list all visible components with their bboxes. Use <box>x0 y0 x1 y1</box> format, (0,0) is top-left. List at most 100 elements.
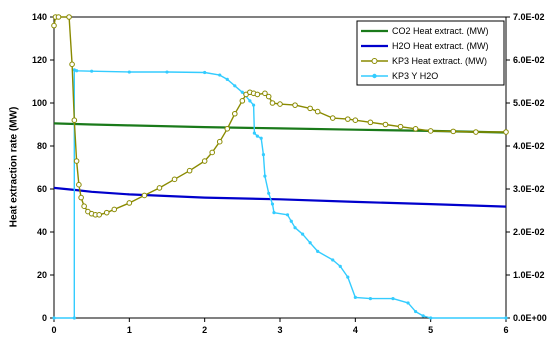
data-point <box>272 211 276 215</box>
data-point <box>232 110 238 117</box>
y-left-tick-label: 20 <box>37 270 47 280</box>
data-point <box>248 99 252 103</box>
data-point <box>156 185 163 191</box>
data-point <box>427 128 434 134</box>
data-point <box>406 301 410 305</box>
data-point <box>201 158 208 164</box>
y-right-tick-label: 6.0E-02 <box>513 55 545 65</box>
data-point <box>329 115 336 121</box>
data-point <box>331 258 335 262</box>
data-point <box>66 14 72 20</box>
data-point <box>75 69 79 73</box>
legend-marker <box>372 73 377 79</box>
y-right-tick-label: 4.0E-02 <box>513 141 545 151</box>
data-point <box>103 209 110 216</box>
data-point <box>353 295 357 299</box>
data-point <box>263 174 267 178</box>
data-point <box>293 226 297 230</box>
data-point <box>252 103 256 107</box>
series-layer <box>51 14 509 320</box>
data-point <box>316 249 320 253</box>
x-tick-label: 5 <box>428 325 433 335</box>
data-point <box>265 93 272 100</box>
data-point <box>90 69 94 73</box>
data-point <box>285 213 290 217</box>
data-point <box>51 22 57 29</box>
data-point <box>352 117 359 123</box>
data-point <box>186 167 193 174</box>
data-point <box>55 14 62 20</box>
data-point <box>239 98 246 104</box>
y-right-tick-label: 7.0E-02 <box>513 12 545 22</box>
data-point <box>292 102 298 108</box>
data-point <box>71 117 78 123</box>
y-right-tick-label: 1.0E-02 <box>513 270 545 280</box>
legend-label: KP3 Heat extract. (MW) <box>392 56 487 66</box>
ticks-layer: 0 1 2 3 4 5 60204060801001201400.0E+001.0E-022… <box>32 12 547 335</box>
legend-label: H2O Heat extract. (MW) <box>392 41 489 51</box>
data-point <box>262 90 268 97</box>
data-point <box>289 219 293 223</box>
data-point <box>346 275 350 279</box>
data-point <box>78 194 84 201</box>
data-point <box>367 119 374 126</box>
data-point <box>165 70 169 74</box>
data-point <box>218 73 222 77</box>
data-point <box>338 264 342 268</box>
series-2 <box>51 14 509 218</box>
legend-entry: KP3 Y H2O <box>361 71 438 81</box>
data-point <box>504 316 508 320</box>
data-point <box>391 297 395 301</box>
y-right-tick-label: 0.0E+00 <box>513 313 547 323</box>
x-tick-label: 1 <box>127 325 132 335</box>
data-point <box>240 90 244 94</box>
data-point <box>255 134 259 138</box>
data-point <box>345 116 351 122</box>
data-point <box>233 84 237 88</box>
y-axis-label: Heat extraction rate (MW) <box>9 107 20 228</box>
data-point <box>412 126 419 132</box>
data-point <box>267 191 271 195</box>
data-point <box>368 297 372 301</box>
y-right-tick-label: 5.0E-02 <box>513 98 545 108</box>
data-point <box>277 101 283 107</box>
data-point <box>69 61 75 68</box>
legend-label: KP3 Y H2O <box>392 71 438 81</box>
y-left-tick-label: 60 <box>37 184 47 194</box>
legend-items: CO2 Heat extract. (MW) H2O Heat extract. … <box>361 26 489 81</box>
x-tick-label: 2 <box>202 325 207 335</box>
data-point <box>397 123 404 130</box>
legend-marker <box>371 58 378 64</box>
data-point <box>111 206 118 213</box>
data-point <box>141 192 148 199</box>
data-point <box>382 121 389 128</box>
data-point <box>76 181 82 188</box>
data-point <box>127 70 131 74</box>
data-point <box>301 232 305 236</box>
y-right-tick-label: 2.0E-02 <box>513 227 545 237</box>
x-tick-label: 3 <box>277 325 282 335</box>
legend: CO2 Heat extract. (MW) H2O Heat extract. … <box>356 20 505 86</box>
data-point <box>96 212 102 218</box>
y-left-tick-label: 80 <box>37 141 47 151</box>
y-right-tick-label: 3.0E-02 <box>513 184 545 194</box>
y-left-tick-label: 120 <box>32 55 47 65</box>
y-left-tick-label: 40 <box>37 227 47 237</box>
legend-entry: H2O Heat extract. (MW) <box>361 41 489 51</box>
data-point <box>72 316 76 320</box>
x-tick-label: 0 <box>51 325 56 335</box>
data-point <box>73 158 80 164</box>
x-tick-label: 4 <box>353 325 358 335</box>
data-point <box>270 202 275 206</box>
series-3 <box>52 68 508 320</box>
data-point <box>216 138 223 145</box>
data-point <box>314 108 321 115</box>
data-point <box>225 77 229 81</box>
data-point <box>307 105 313 112</box>
legend-box <box>356 20 505 86</box>
data-point <box>209 149 215 156</box>
data-point <box>126 200 133 206</box>
y-left-tick-label: 100 <box>32 98 47 108</box>
data-point <box>52 316 56 320</box>
